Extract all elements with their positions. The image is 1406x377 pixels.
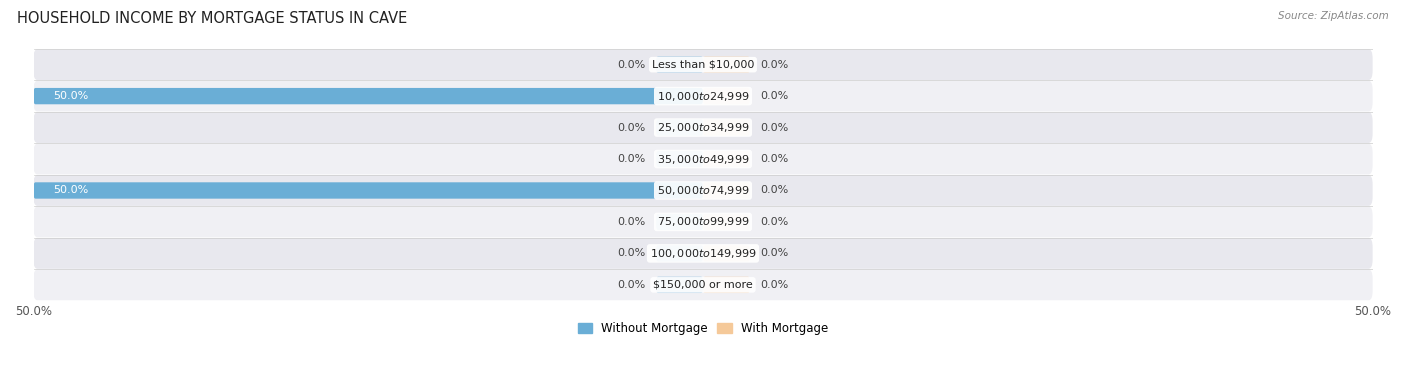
Text: $75,000 to $99,999: $75,000 to $99,999 [657, 215, 749, 228]
Text: $150,000 or more: $150,000 or more [654, 280, 752, 290]
FancyBboxPatch shape [34, 182, 703, 199]
Text: Less than $10,000: Less than $10,000 [652, 60, 754, 70]
FancyBboxPatch shape [703, 245, 749, 262]
FancyBboxPatch shape [657, 214, 703, 230]
FancyBboxPatch shape [34, 175, 1372, 206]
FancyBboxPatch shape [703, 214, 749, 230]
Text: 0.0%: 0.0% [761, 185, 789, 196]
Text: 50.0%: 50.0% [53, 91, 89, 101]
FancyBboxPatch shape [703, 182, 749, 199]
Text: 0.0%: 0.0% [761, 154, 789, 164]
FancyBboxPatch shape [34, 81, 1372, 112]
FancyBboxPatch shape [34, 207, 1372, 238]
FancyBboxPatch shape [34, 88, 703, 104]
FancyBboxPatch shape [703, 88, 749, 104]
FancyBboxPatch shape [657, 57, 703, 73]
Text: 0.0%: 0.0% [761, 60, 789, 70]
FancyBboxPatch shape [657, 151, 703, 167]
FancyBboxPatch shape [34, 238, 1372, 269]
Text: 0.0%: 0.0% [761, 217, 789, 227]
Text: 0.0%: 0.0% [761, 123, 789, 133]
Text: 0.0%: 0.0% [761, 91, 789, 101]
Legend: Without Mortgage, With Mortgage: Without Mortgage, With Mortgage [574, 317, 832, 340]
FancyBboxPatch shape [34, 144, 1372, 175]
Text: $100,000 to $149,999: $100,000 to $149,999 [650, 247, 756, 260]
Text: 0.0%: 0.0% [617, 280, 645, 290]
Text: 0.0%: 0.0% [617, 154, 645, 164]
Text: 0.0%: 0.0% [617, 248, 645, 258]
Text: 0.0%: 0.0% [617, 60, 645, 70]
FancyBboxPatch shape [703, 120, 749, 136]
Text: 0.0%: 0.0% [761, 280, 789, 290]
Text: $25,000 to $34,999: $25,000 to $34,999 [657, 121, 749, 134]
FancyBboxPatch shape [703, 57, 749, 73]
Text: $35,000 to $49,999: $35,000 to $49,999 [657, 153, 749, 166]
FancyBboxPatch shape [34, 270, 1372, 300]
FancyBboxPatch shape [34, 112, 1372, 143]
Text: 0.0%: 0.0% [617, 123, 645, 133]
Text: $10,000 to $24,999: $10,000 to $24,999 [657, 90, 749, 103]
FancyBboxPatch shape [703, 151, 749, 167]
Text: $50,000 to $74,999: $50,000 to $74,999 [657, 184, 749, 197]
FancyBboxPatch shape [657, 245, 703, 262]
FancyBboxPatch shape [34, 49, 1372, 80]
Text: 0.0%: 0.0% [617, 217, 645, 227]
Text: 50.0%: 50.0% [53, 185, 89, 196]
FancyBboxPatch shape [703, 277, 749, 293]
FancyBboxPatch shape [657, 120, 703, 136]
Text: 0.0%: 0.0% [761, 248, 789, 258]
Text: HOUSEHOLD INCOME BY MORTGAGE STATUS IN CAVE: HOUSEHOLD INCOME BY MORTGAGE STATUS IN C… [17, 11, 408, 26]
Text: Source: ZipAtlas.com: Source: ZipAtlas.com [1278, 11, 1389, 21]
FancyBboxPatch shape [657, 277, 703, 293]
